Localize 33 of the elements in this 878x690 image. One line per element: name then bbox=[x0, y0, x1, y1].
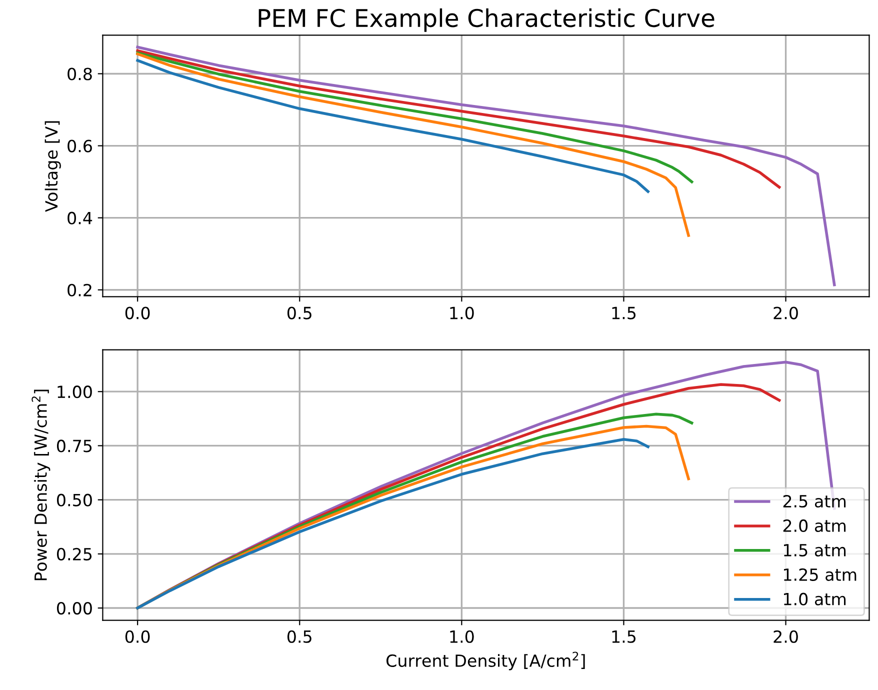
x-tick-label: 2.0 bbox=[774, 306, 798, 320]
y-tick-label: 0.50 bbox=[56, 494, 92, 506]
x-tick-label: 0.0 bbox=[125, 630, 150, 643]
legend-label: 2.5 atm bbox=[783, 494, 846, 508]
chart-title: PEM FC Example Characteristic Curve bbox=[258, 8, 714, 32]
y-tick-label: 1.00 bbox=[58, 386, 92, 398]
x-tick-label: 1.5 bbox=[612, 630, 636, 643]
line-series bbox=[136, 51, 694, 184]
y-tick-label: 0.00 bbox=[56, 602, 92, 615]
x-axis-title: Current Density [A/cm$^{2}$] bbox=[386, 652, 585, 670]
y-tick-label: 0.8 bbox=[68, 68, 92, 80]
x-tick-label: 1.0 bbox=[450, 306, 474, 320]
legend-label: 1.25 atm bbox=[784, 568, 856, 581]
y-axis-title: Power Density [W/cm$^{2}$] bbox=[32, 390, 50, 580]
x-tick-label: 2.0 bbox=[774, 630, 798, 643]
y-tick-label: 0.4 bbox=[68, 212, 92, 224]
y-tick-label: 0.25 bbox=[56, 548, 92, 560]
line-series bbox=[136, 46, 836, 286]
y-tick-label: 0.75 bbox=[56, 440, 92, 452]
y-axis-title: Voltage [V] bbox=[44, 121, 61, 212]
legend-label: 1.5 atm bbox=[784, 544, 846, 556]
x-tick-label: 1.5 bbox=[612, 306, 636, 320]
line-series bbox=[136, 59, 650, 193]
x-tick-label: 1.0 bbox=[450, 630, 474, 643]
line-series bbox=[136, 52, 690, 237]
legend-label: 2.0 atm bbox=[783, 519, 846, 532]
line-series bbox=[136, 49, 781, 189]
x-tick-label: 0.5 bbox=[287, 306, 312, 320]
x-tick-label: 0.0 bbox=[125, 306, 150, 320]
x-tick-label: 0.5 bbox=[287, 630, 312, 643]
y-tick-label: 0.2 bbox=[68, 284, 92, 296]
legend-label: 1.0 atm bbox=[784, 592, 846, 606]
y-tick-label: 0.6 bbox=[68, 140, 92, 152]
